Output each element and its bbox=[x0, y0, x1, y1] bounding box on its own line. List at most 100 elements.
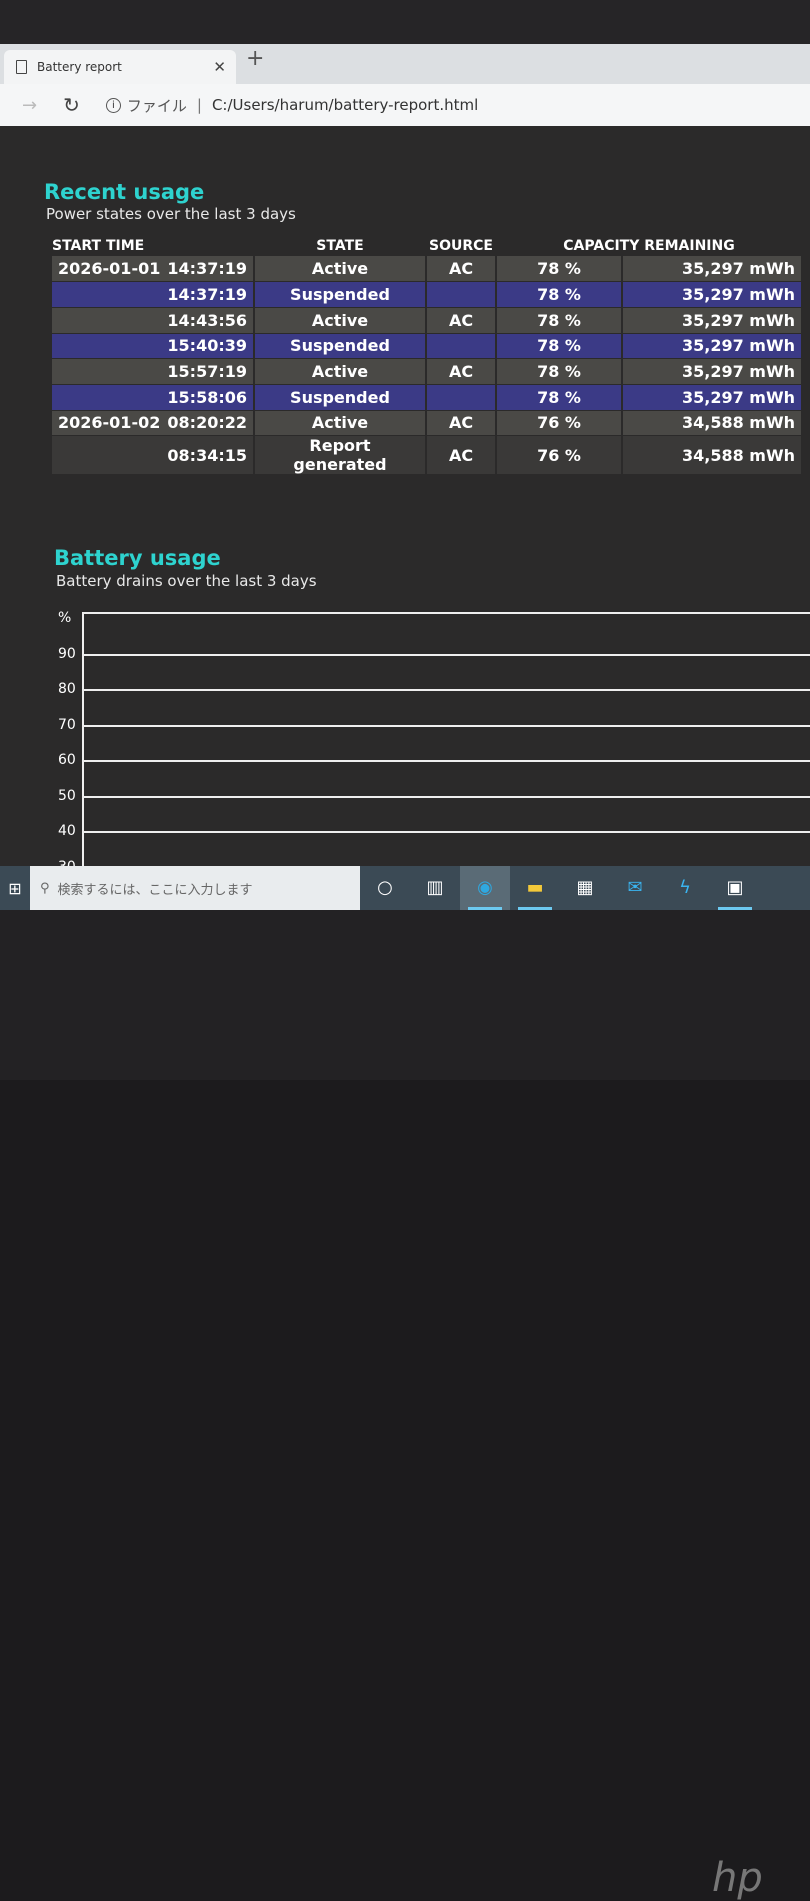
time: 15:40:39 bbox=[167, 336, 247, 356]
gridline bbox=[84, 831, 810, 833]
table-row: 2026-01-01 14:37:19 Active AC 78 % 35,297… bbox=[52, 256, 803, 283]
source-cell: AC bbox=[426, 410, 497, 437]
cortana-icon[interactable]: ○ bbox=[377, 877, 393, 898]
start-time-cell: 14:37:19 bbox=[52, 281, 255, 308]
capacity-cell: 35,297 mWh bbox=[622, 333, 803, 360]
screen-bezel-top bbox=[0, 0, 810, 44]
state-cell: Active bbox=[254, 256, 427, 283]
start-time-cell: 15:58:06 bbox=[52, 384, 255, 411]
file-explorer-icon[interactable]: ▬ bbox=[510, 866, 560, 910]
time: 08:34:15 bbox=[167, 445, 247, 465]
time: 14:37:19 bbox=[167, 285, 247, 305]
column-header: SOURCE bbox=[429, 238, 493, 254]
gridline bbox=[84, 724, 810, 727]
start-time-cell: 2026-01-01 14:37:19 bbox=[52, 256, 255, 283]
search-icon: ⚲ bbox=[40, 880, 50, 896]
capacity-cell: 35,297 mWh bbox=[622, 256, 803, 283]
tab-title: Battery report bbox=[37, 60, 122, 74]
start-time-cell: 2026-01-02 08:20:22 bbox=[52, 410, 255, 437]
time: 08:20:22 bbox=[167, 413, 247, 433]
source-cell bbox=[426, 281, 497, 308]
time: 15:57:19 bbox=[167, 362, 247, 382]
source-cell bbox=[426, 333, 497, 360]
recent-usage-title: Recent usage bbox=[44, 180, 205, 204]
mail-icon[interactable]: ✉ bbox=[627, 877, 643, 898]
taskbar: ⊞ ⚲ 検索するには、ここに入力します ○ ▥ ◉ ▬ ▦ ✉ ϟ ▣ bbox=[0, 866, 810, 910]
column-header: CAPACITY REMAINING bbox=[563, 238, 735, 254]
y-tick-label: 40 bbox=[58, 823, 76, 839]
new-tab-button[interactable]: + bbox=[246, 46, 265, 71]
source-cell bbox=[426, 384, 497, 411]
reload-icon[interactable]: ↻ bbox=[63, 93, 80, 117]
gridline bbox=[84, 689, 810, 691]
url-field[interactable]: C:/Users/harum/battery-report.html bbox=[211, 96, 479, 114]
search-placeholder: 検索するには、ここに入力します bbox=[57, 882, 253, 898]
recent-usage-subtitle: Power states over the last 3 days bbox=[46, 205, 296, 223]
column-header: START TIME bbox=[52, 238, 145, 254]
document-icon bbox=[16, 60, 27, 74]
table-row: 14:37:19 Suspended 78 % 35,297 mWh bbox=[52, 281, 803, 308]
info-icon[interactable]: i bbox=[105, 97, 121, 113]
source-cell: AC bbox=[426, 358, 497, 385]
y-tick-label: % bbox=[58, 610, 72, 626]
gridline bbox=[84, 795, 810, 798]
percent-cell: 76 % bbox=[496, 435, 623, 476]
gridline bbox=[84, 653, 810, 656]
state-cell: Active bbox=[254, 410, 427, 437]
percent-cell: 78 % bbox=[496, 281, 623, 308]
address-prefix: ファイル bbox=[126, 96, 187, 115]
state-cell: Suspended bbox=[254, 384, 427, 411]
task-view-icon[interactable]: ▥ bbox=[426, 877, 444, 898]
state-cell: Active bbox=[254, 307, 427, 334]
table-row: 2026-01-02 08:20:22 Active AC 76 % 34,588… bbox=[52, 410, 803, 437]
percent-cell: 78 % bbox=[496, 307, 623, 334]
table-row: 15:57:19 Active AC 78 % 35,297 mWh bbox=[52, 358, 803, 385]
gridline bbox=[84, 760, 810, 762]
percent-cell: 78 % bbox=[496, 358, 623, 385]
edge-icon[interactable]: ◉ bbox=[460, 866, 510, 910]
chart-plot-area bbox=[82, 612, 810, 866]
forward-icon[interactable]: → bbox=[22, 94, 38, 116]
capacity-cell: 35,297 mWh bbox=[622, 358, 803, 385]
capacity-cell: 34,588 mWh bbox=[622, 410, 803, 437]
state-cell: Suspended bbox=[254, 281, 427, 308]
capacity-cell: 35,297 mWh bbox=[622, 281, 803, 308]
start-time-cell: 15:57:19 bbox=[52, 358, 255, 385]
table-row: 15:58:06 Suspended 78 % 35,297 mWh bbox=[52, 384, 803, 411]
source-cell: AC bbox=[426, 307, 497, 334]
percent-cell: 78 % bbox=[496, 333, 623, 360]
percent-cell: 78 % bbox=[496, 256, 623, 283]
y-tick-label: 50 bbox=[58, 787, 76, 804]
time: 15:58:06 bbox=[167, 387, 247, 407]
capacity-cell: 35,297 mWh bbox=[622, 307, 803, 334]
time: 14:37:19 bbox=[167, 259, 247, 279]
tab-bar: Battery report ✕ + bbox=[0, 44, 810, 84]
y-tick-label: 70 bbox=[58, 716, 76, 733]
battery-usage-chart: %90807060504030 bbox=[52, 606, 810, 875]
store-icon[interactable]: ▦ bbox=[576, 877, 594, 898]
start-time-cell: 15:40:39 bbox=[52, 333, 255, 360]
windows-start-icon[interactable]: ⊞ bbox=[8, 878, 22, 898]
table-row: 15:40:39 Suspended 78 % 35,297 mWh bbox=[52, 333, 803, 360]
hp-logo: hp bbox=[712, 1855, 763, 1901]
table-row: 08:34:15 Report generated AC 76 % 34,588… bbox=[52, 435, 803, 476]
page-content: Recent usage Power states over the last … bbox=[0, 126, 810, 875]
tab-battery-report[interactable]: Battery report ✕ bbox=[4, 50, 236, 84]
capacity-cell: 34,588 mWh bbox=[622, 435, 803, 476]
battery-usage-subtitle: Battery drains over the last 3 days bbox=[56, 572, 317, 590]
capacity-cell: 35,297 mWh bbox=[622, 384, 803, 411]
address-bar: → ↻ i ファイル | C:/Users/harum/battery-repo… bbox=[0, 84, 810, 126]
taskbar-search-box[interactable]: ⚲ 検索するには、ここに入力します bbox=[30, 866, 360, 910]
address-separator: | bbox=[196, 96, 202, 114]
recent-usage-table: START TIME STATE SOURCE CAPACITY REMAINI… bbox=[52, 236, 803, 476]
state-cell: Report generated bbox=[254, 435, 427, 476]
time: 14:43:56 bbox=[167, 310, 247, 330]
terminal-icon[interactable]: ▣ bbox=[710, 866, 760, 910]
y-tick-label: 80 bbox=[58, 681, 76, 697]
state-cell: Suspended bbox=[254, 333, 427, 360]
close-tab-icon[interactable]: ✕ bbox=[213, 58, 226, 76]
y-tick-label: 90 bbox=[58, 645, 76, 662]
percent-cell: 76 % bbox=[496, 410, 623, 437]
app-icon[interactable]: ϟ bbox=[679, 877, 691, 898]
date: 2026-01-01 bbox=[58, 259, 161, 279]
